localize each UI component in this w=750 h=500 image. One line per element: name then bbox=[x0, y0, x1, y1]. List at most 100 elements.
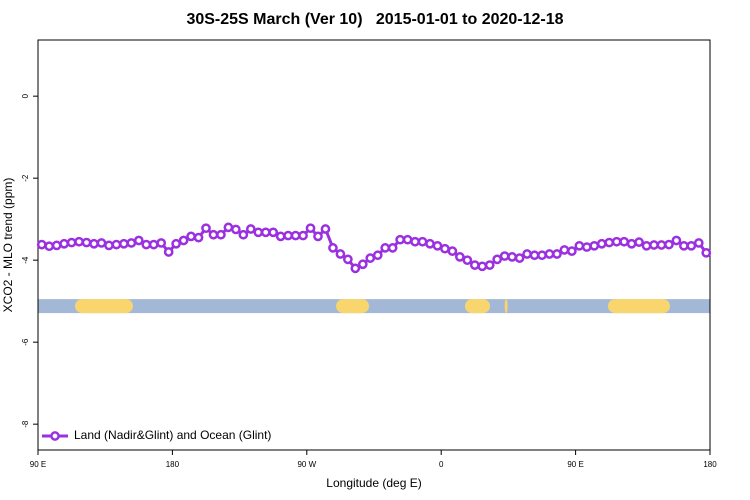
data-point bbox=[268, 227, 279, 238]
data-point bbox=[193, 232, 204, 243]
data-point bbox=[216, 229, 226, 240]
data-point bbox=[455, 252, 465, 262]
data-point bbox=[679, 240, 689, 251]
x-tick-label: 90 W bbox=[297, 460, 316, 469]
land-segment bbox=[608, 299, 670, 314]
data-point bbox=[671, 235, 682, 246]
legend-marker bbox=[50, 431, 60, 441]
data-point bbox=[320, 224, 331, 234]
data-point bbox=[641, 240, 652, 251]
data-point bbox=[522, 249, 532, 259]
data-point bbox=[387, 243, 398, 253]
data-point bbox=[328, 243, 338, 253]
data-point bbox=[89, 238, 99, 249]
data-point bbox=[111, 239, 122, 250]
x-tick-label: 0 bbox=[439, 460, 444, 469]
data-point bbox=[701, 247, 712, 258]
data-point bbox=[178, 235, 189, 246]
series-line bbox=[41, 225, 708, 271]
data-point bbox=[484, 260, 495, 270]
data-point bbox=[156, 238, 167, 248]
data-point bbox=[596, 238, 607, 249]
x-axis-label: Longitude (deg E) bbox=[326, 476, 421, 490]
land-segment bbox=[75, 299, 133, 314]
data-point bbox=[656, 240, 667, 250]
data-point bbox=[402, 234, 413, 245]
data-point bbox=[59, 238, 69, 249]
y-tick-label: -2 bbox=[21, 174, 30, 182]
data-point bbox=[514, 253, 525, 263]
legend-label: Land (Nadir&Glint) and Ocean (Glint) bbox=[74, 428, 271, 442]
data-point bbox=[238, 229, 249, 240]
data-point bbox=[552, 249, 562, 259]
data-point bbox=[574, 240, 585, 251]
data-point bbox=[223, 222, 234, 233]
data-point bbox=[208, 229, 219, 240]
data-point bbox=[604, 237, 615, 248]
data-point bbox=[417, 236, 428, 247]
data-point bbox=[81, 237, 92, 248]
data-point bbox=[469, 260, 480, 270]
data-point bbox=[335, 249, 346, 259]
data-point bbox=[432, 240, 443, 251]
land-segment bbox=[336, 299, 370, 314]
data-point bbox=[36, 239, 47, 250]
x-tick-label: 180 bbox=[166, 460, 180, 469]
y-tick-label: 0 bbox=[21, 93, 30, 98]
data-point bbox=[395, 234, 405, 245]
data-point bbox=[290, 230, 301, 241]
data-point bbox=[186, 231, 196, 242]
data-point bbox=[51, 240, 62, 251]
data-point bbox=[126, 238, 137, 248]
data-point bbox=[171, 238, 181, 249]
data-point bbox=[507, 252, 517, 262]
data-point bbox=[104, 240, 114, 251]
data-point bbox=[343, 254, 353, 265]
data-point bbox=[477, 261, 488, 272]
data-point bbox=[649, 240, 659, 250]
data-point bbox=[529, 250, 540, 261]
data-point bbox=[313, 231, 323, 242]
data-point bbox=[492, 254, 503, 265]
data-point bbox=[201, 223, 211, 234]
data-point bbox=[74, 236, 84, 247]
data-point bbox=[148, 239, 159, 250]
data-point bbox=[567, 246, 577, 256]
data-point bbox=[619, 236, 629, 247]
data-point bbox=[96, 238, 107, 248]
data-point bbox=[537, 250, 547, 261]
data-point bbox=[447, 246, 458, 256]
y-tick-label: -8 bbox=[21, 420, 30, 428]
x-tick-label: 90 E bbox=[30, 460, 46, 469]
data-point bbox=[357, 259, 368, 270]
data-point bbox=[245, 224, 256, 234]
data-point bbox=[253, 227, 264, 238]
data-point bbox=[686, 240, 697, 251]
data-point bbox=[275, 231, 286, 242]
y-tick-label: -6 bbox=[21, 338, 30, 346]
data-point bbox=[44, 241, 55, 252]
data-point bbox=[410, 236, 420, 247]
land-segment bbox=[504, 299, 508, 314]
data-point bbox=[231, 224, 241, 235]
data-point bbox=[350, 263, 361, 274]
data-point bbox=[305, 223, 316, 234]
data-point bbox=[544, 249, 555, 259]
data-point bbox=[163, 247, 174, 257]
land-segment bbox=[464, 299, 491, 314]
x-tick-label: 90 E bbox=[567, 460, 583, 469]
y-tick-label: -4 bbox=[21, 256, 30, 264]
data-point bbox=[499, 251, 510, 261]
data-point bbox=[133, 235, 144, 246]
data-point bbox=[462, 255, 473, 266]
data-point bbox=[298, 230, 308, 241]
data-point bbox=[141, 239, 152, 250]
data-point bbox=[611, 236, 622, 247]
data-point bbox=[260, 227, 271, 238]
y-axis-label: XCO2 - MLO trend (ppm) bbox=[1, 178, 15, 313]
data-point bbox=[425, 238, 435, 249]
data-point bbox=[664, 239, 674, 250]
x-tick-label: 180 bbox=[703, 460, 717, 469]
data-point bbox=[365, 253, 376, 263]
